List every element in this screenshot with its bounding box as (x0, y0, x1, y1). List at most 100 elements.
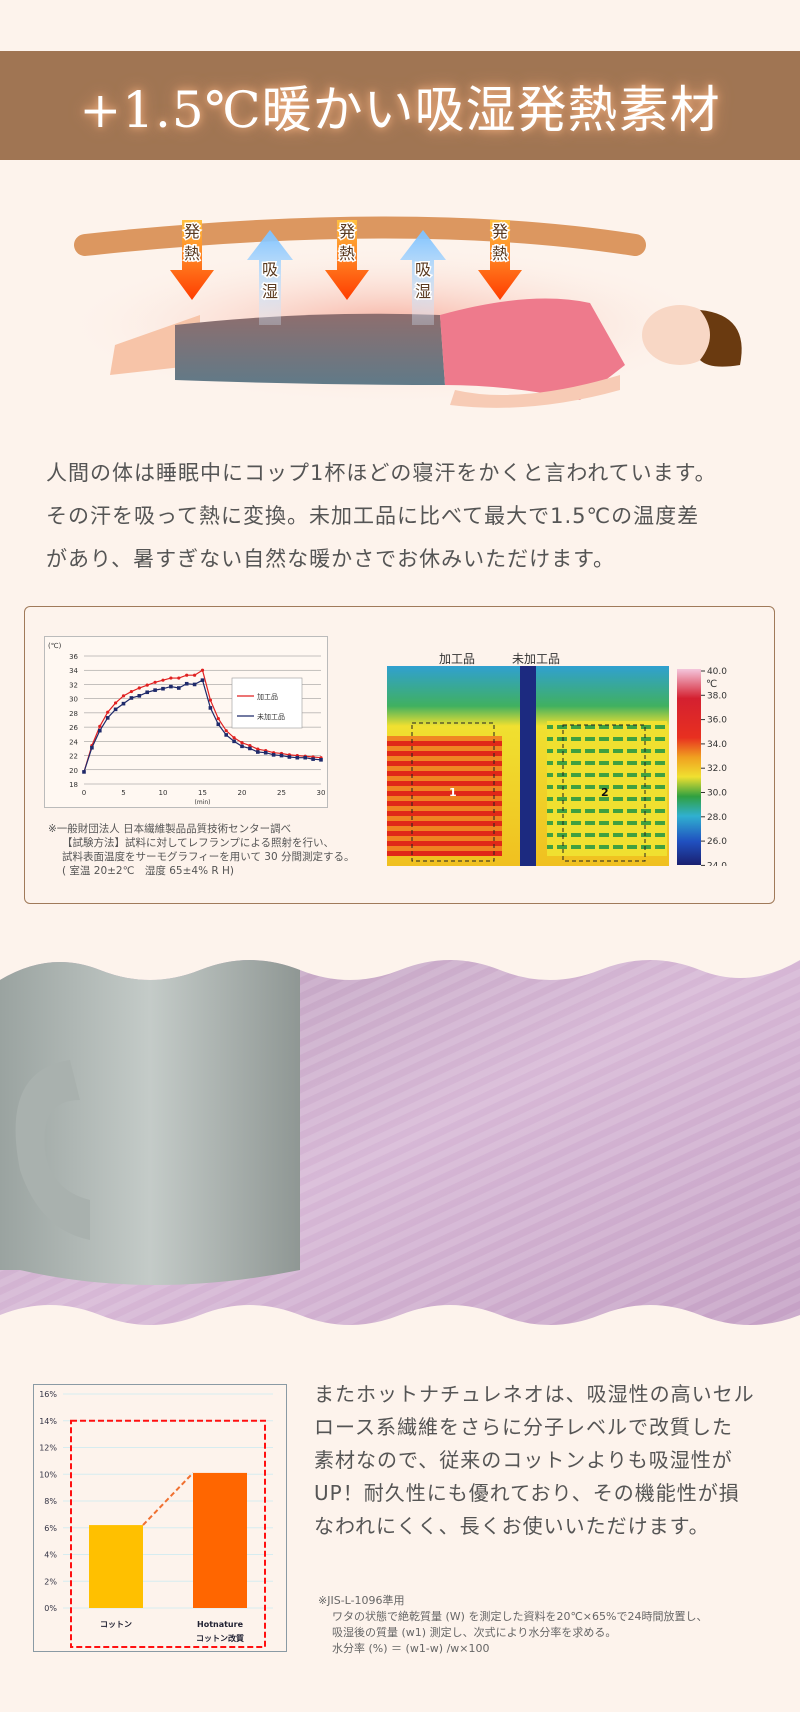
data-point (129, 696, 134, 700)
arrow-shape (400, 230, 446, 325)
arrow-label: 熱 (339, 244, 355, 263)
data-point (311, 757, 315, 761)
data-point (248, 744, 252, 748)
y-tick-label: 34 (69, 667, 78, 675)
data-point (129, 689, 133, 694)
data-point (232, 736, 236, 740)
center-gap (520, 666, 536, 866)
head (642, 305, 718, 365)
arrow-label: 湿 (262, 282, 278, 301)
y-tick-label: 2% (44, 1577, 57, 1586)
region-1-box (411, 722, 495, 862)
arrow-label: 発 (339, 222, 355, 241)
region-2-label: 2 (601, 786, 609, 799)
body-line: なわれにくく、長くお使いいただけます。 (314, 1514, 710, 1538)
arrow-shape (325, 220, 369, 300)
category-label: コットン (100, 1620, 132, 1629)
mug-and-blanket-photo (0, 960, 800, 1325)
data-point (248, 746, 252, 751)
x-tick-label: 15 (198, 789, 207, 797)
x-tick-label: 20 (238, 789, 247, 797)
note-line: 試料表面温度をサーモグラフィーを用いて 30 分間測定する。 (62, 851, 355, 863)
data-point (98, 728, 102, 733)
data-point (279, 753, 284, 758)
data-point (153, 680, 157, 684)
data-point (208, 698, 212, 702)
arrow-label: 湿 (415, 282, 431, 301)
arrow-label: 熱 (492, 244, 508, 263)
test-results-box (24, 606, 775, 904)
temperature-line-chart: 18 20 22 24 26 28 30 32 34 36 (℃) 0 5 10 15 20 25 30 (min)… (44, 636, 328, 808)
note-line: ( 室温 20±2℃ 湿度 65±4% R H) (62, 865, 235, 877)
bar (89, 1525, 143, 1608)
y-tick-label: 8% (44, 1497, 57, 1506)
scale-label: 38.0 (707, 691, 727, 701)
data-point (240, 741, 244, 745)
data-point (184, 681, 189, 686)
arrow-shape (478, 220, 522, 300)
x-tick-label: 5 (121, 789, 125, 797)
y-tick-label: 28 (69, 710, 78, 718)
arrow-label: 熱 (184, 244, 200, 263)
data-point (113, 707, 118, 712)
data-point (295, 755, 300, 760)
body-line: UP！耐久性にも優れており、その機能性が損 (314, 1481, 740, 1505)
legend-box (231, 677, 303, 729)
data-point (216, 722, 221, 727)
scale-label: 26.0 (707, 837, 727, 847)
data-point (145, 683, 149, 687)
legend-label: 未加工品 (257, 712, 285, 721)
y-tick-label: 36 (69, 653, 78, 661)
color-scale-bar (677, 669, 701, 865)
region-2-box (562, 724, 646, 862)
category-label: コットン改質 (196, 1633, 244, 1643)
heat-arrow-icon: 発熱 (170, 220, 214, 300)
data-point (185, 673, 189, 677)
data-point (232, 739, 236, 744)
y-tick-label: 10% (39, 1470, 57, 1479)
scale-label: 32.0 (707, 764, 727, 774)
scale-label: 30.0 (707, 789, 727, 799)
y-tick-label: 26 (69, 724, 78, 732)
x-tick-label: 10 (159, 789, 168, 797)
y-tick-label: 4% (44, 1551, 57, 1560)
data-point (169, 684, 173, 689)
note-line: ※一般財団法人 日本繊維製品品質技術センター調べ (48, 823, 292, 835)
arrow-label: 吸 (415, 260, 431, 279)
body-line: ロース系繊維をさらに分子レベルで改質した (314, 1415, 733, 1439)
x-tick-label: 30 (317, 789, 326, 797)
body-line: またホットナチュレネオは、吸湿性の高いセル (314, 1382, 755, 1406)
x-tick-label: 25 (277, 789, 286, 797)
unit-label: ℃ (706, 679, 717, 690)
highlight-box (70, 1419, 266, 1648)
scale-label: 24.0 (707, 861, 727, 866)
y-tick-label: 16% (39, 1390, 57, 1399)
x-axis-label: (min) (195, 799, 211, 806)
region-1-label: 1 (449, 786, 457, 799)
data-point (137, 686, 141, 690)
data-point (240, 744, 244, 749)
y-tick-label: 22 (69, 753, 78, 761)
y-tick-label: 24 (69, 738, 78, 746)
trend-line (142, 1472, 194, 1526)
y-tick-label: 32 (69, 681, 78, 689)
x-tick-label: 0 (82, 789, 86, 797)
data-point (169, 676, 173, 680)
note-line: 水分率 (%) ＝ (w1-w) /w×100 (332, 1642, 490, 1655)
data-point (114, 701, 118, 705)
test-method-notes: ※JIS-L-1096準用 ワタの状態で絶乾質量 (W) を測定した資料を20℃… (318, 1593, 707, 1657)
mug-handle (15, 1060, 90, 1240)
title-banner: +1.5℃暖かい吸湿発熱素材 (0, 51, 800, 160)
y-tick-label: 18 (69, 781, 78, 789)
bar (193, 1472, 247, 1608)
data-point (287, 755, 292, 759)
arrow-shape (247, 230, 293, 325)
unprocessed-label: 未加工品 (512, 652, 560, 666)
y-tick-label: 6% (44, 1524, 57, 1533)
data-point (106, 710, 110, 714)
legend-label: 加工品 (257, 692, 278, 701)
data-point (193, 673, 197, 677)
unprocessed-heat-area (547, 721, 667, 856)
chart-notes: ※一般財団法人 日本繊維製品品質技術センター調べ 【試験方法】試料に対してレフラ… (48, 822, 355, 878)
